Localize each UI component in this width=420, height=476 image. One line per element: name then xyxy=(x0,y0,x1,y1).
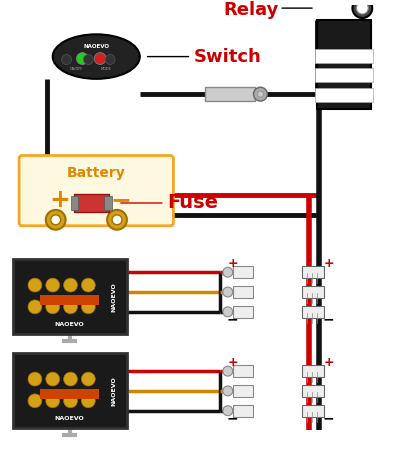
Text: NAOEVO: NAOEVO xyxy=(55,416,84,421)
Circle shape xyxy=(223,406,233,416)
Circle shape xyxy=(257,91,263,97)
Circle shape xyxy=(254,87,268,101)
Circle shape xyxy=(46,210,66,230)
Text: ON/OFF: ON/OFF xyxy=(70,68,83,71)
Circle shape xyxy=(81,300,95,314)
Text: NAOEVO: NAOEVO xyxy=(55,322,84,327)
Circle shape xyxy=(223,287,233,297)
Bar xyxy=(233,286,252,298)
Bar xyxy=(317,20,371,109)
Circle shape xyxy=(81,394,95,408)
Text: +: + xyxy=(323,257,334,270)
Bar xyxy=(315,49,373,62)
Text: −: − xyxy=(227,412,239,426)
Text: Fuse: Fuse xyxy=(121,193,218,212)
Bar xyxy=(315,88,373,102)
Circle shape xyxy=(223,386,233,396)
Circle shape xyxy=(352,0,372,18)
Circle shape xyxy=(223,268,233,277)
Circle shape xyxy=(81,278,95,292)
Bar xyxy=(233,365,252,377)
Circle shape xyxy=(51,215,60,225)
Circle shape xyxy=(63,372,77,386)
Bar xyxy=(205,87,255,101)
Text: −: − xyxy=(323,412,334,426)
Circle shape xyxy=(63,278,77,292)
Ellipse shape xyxy=(53,34,140,79)
Bar xyxy=(71,196,79,210)
Text: MODE: MODE xyxy=(101,68,112,71)
Bar xyxy=(302,405,324,416)
Circle shape xyxy=(81,372,95,386)
Circle shape xyxy=(46,372,60,386)
Bar xyxy=(40,295,99,305)
Circle shape xyxy=(94,53,106,65)
Bar xyxy=(104,196,112,210)
Bar xyxy=(13,353,127,427)
Circle shape xyxy=(84,55,93,65)
Bar xyxy=(233,266,252,278)
Circle shape xyxy=(63,394,77,408)
Text: Battery: Battery xyxy=(67,166,126,180)
Bar xyxy=(302,306,324,318)
Circle shape xyxy=(46,278,60,292)
Circle shape xyxy=(223,307,233,317)
Text: NAOEVO: NAOEVO xyxy=(112,376,116,406)
Text: −: − xyxy=(227,313,239,327)
Circle shape xyxy=(107,210,127,230)
Circle shape xyxy=(76,53,88,65)
Circle shape xyxy=(63,300,77,314)
Text: +: + xyxy=(228,356,238,369)
Circle shape xyxy=(105,55,115,65)
Text: +: + xyxy=(49,188,70,212)
Text: +: + xyxy=(228,257,238,270)
Circle shape xyxy=(28,394,42,408)
Bar xyxy=(40,389,99,399)
Bar xyxy=(302,385,324,397)
Bar xyxy=(233,306,252,318)
Circle shape xyxy=(46,300,60,314)
Text: NAOEVO: NAOEVO xyxy=(83,44,109,49)
Bar xyxy=(302,286,324,298)
Text: −: − xyxy=(323,313,334,327)
Bar xyxy=(74,194,109,212)
FancyBboxPatch shape xyxy=(19,156,173,226)
Bar xyxy=(13,259,127,334)
Circle shape xyxy=(46,394,60,408)
Circle shape xyxy=(223,366,233,376)
Circle shape xyxy=(357,2,368,14)
Bar xyxy=(302,266,324,278)
Circle shape xyxy=(28,300,42,314)
Circle shape xyxy=(112,215,122,225)
Circle shape xyxy=(28,372,42,386)
Text: NAOEVO: NAOEVO xyxy=(112,282,116,312)
Bar xyxy=(302,365,324,377)
Circle shape xyxy=(62,55,71,65)
Text: −: − xyxy=(110,188,131,212)
Bar xyxy=(233,385,252,397)
Bar xyxy=(233,405,252,416)
Text: +: + xyxy=(323,356,334,369)
Bar xyxy=(315,69,373,82)
Circle shape xyxy=(28,278,42,292)
Text: Switch: Switch xyxy=(147,48,262,66)
Text: Relay: Relay xyxy=(224,1,279,19)
